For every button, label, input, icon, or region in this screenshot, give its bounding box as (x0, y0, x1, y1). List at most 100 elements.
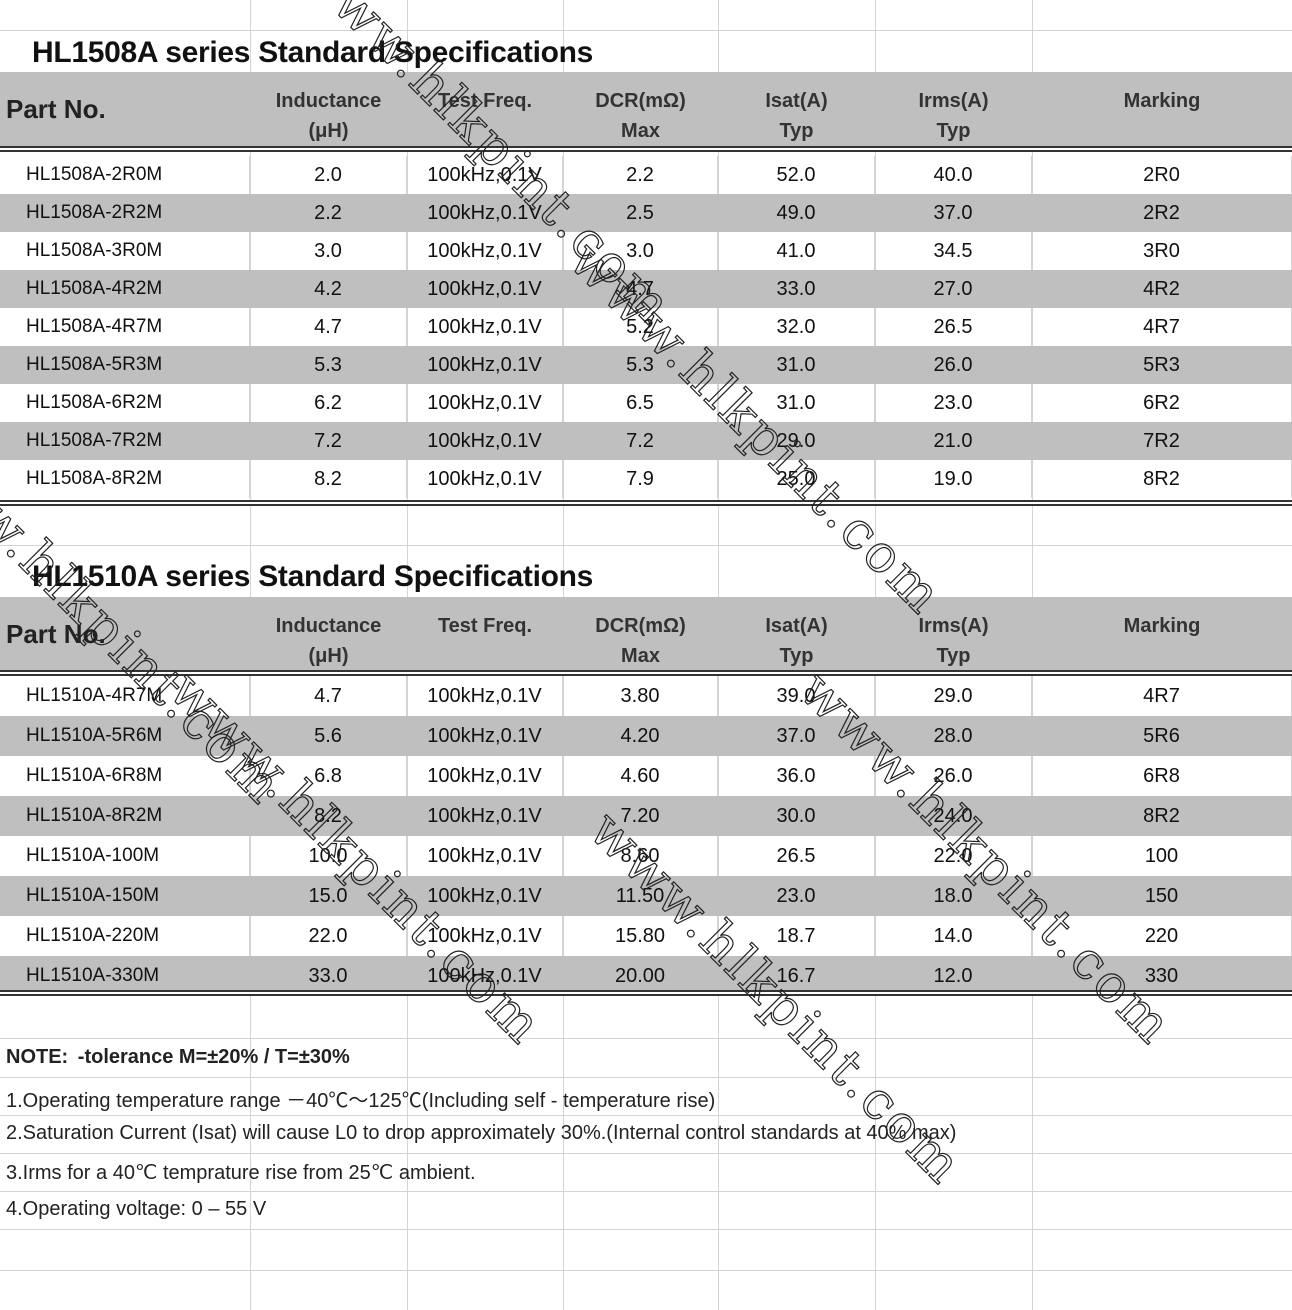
cell-part-no: HL1510A-220M (0, 916, 250, 956)
cell-isat: 37.0 (718, 716, 875, 756)
cell-dcr: 7.2 (563, 422, 718, 460)
cell-irms: 29.0 (875, 676, 1032, 716)
column-header-line: Typ (936, 120, 971, 142)
cell-part-no: HL1508A-4R2M (0, 270, 250, 308)
cell-inductance: 2.0 (250, 156, 407, 194)
cell-part-no: HL1508A-5R3M (0, 346, 250, 384)
cell-test-freq: 100kHz,0.1V (407, 346, 563, 384)
cell-test-freq: 100kHz,0.1V (407, 384, 563, 422)
column-header-line: Test Freq. (437, 615, 533, 637)
cell-dcr: 6.5 (563, 384, 718, 422)
cell-dcr: 5.3 (563, 346, 718, 384)
cell-marking: 5R3 (1032, 346, 1292, 384)
cell-test-freq: 100kHz,0.1V (407, 422, 563, 460)
table-row: HL1508A-2R2M 2.2 100kHz,0.1V 2.5 49.0 37.0 2R2 (0, 194, 1292, 232)
column-header-line: (μH) (308, 120, 349, 142)
table-row: HL1508A-4R2M 4.2 100kHz,0.1V 4.7 33.0 27.0 4R2 (0, 270, 1292, 308)
grid-row-line (0, 1270, 1292, 1271)
cell-test-freq: 100kHz,0.1V (407, 308, 563, 346)
grid-row-line (0, 1153, 1292, 1154)
cell-inductance: 4.7 (250, 676, 407, 716)
column-header-line: Isat(A) (765, 90, 828, 112)
cell-dcr: 11.50 (563, 876, 718, 916)
cell-marking: 2R2 (1032, 194, 1292, 232)
column-header-line: Typ (779, 120, 814, 142)
column-header: Marking (1032, 72, 1292, 146)
cell-inductance: 5.6 (250, 716, 407, 756)
column-header: Isat(A) Typ (718, 72, 875, 146)
cell-inductance: 2.2 (250, 194, 407, 232)
table-row: HL1510A-8R2M 8.2 100kHz,0.1V 7.20 30.0 24.0 8R… (0, 796, 1292, 836)
column-header: Irms(A) Typ (875, 597, 1032, 671)
cell-part-no: HL1510A-330M (0, 956, 250, 996)
table-row: HL1508A-3R0M 3.0 100kHz,0.1V 3.0 41.0 34.5 3R0 (0, 232, 1292, 270)
cell-part-no: HL1510A-6R8M (0, 756, 250, 796)
cell-inductance: 7.2 (250, 422, 407, 460)
table-row: HL1510A-6R8M 6.8 100kHz,0.1V 4.60 36.0 26.0 6R… (0, 756, 1292, 796)
cell-marking: 4R2 (1032, 270, 1292, 308)
cell-irms: 37.0 (875, 194, 1032, 232)
cell-marking: 220 (1032, 916, 1292, 956)
cell-marking: 6R2 (1032, 384, 1292, 422)
cell-dcr: 2.5 (563, 194, 718, 232)
column-header-line: DCR(mΩ) (595, 90, 686, 112)
table-row: HL1508A-2R0M 2.0 100kHz,0.1V 2.2 52.0 40.0 2R0 (0, 156, 1292, 194)
column-header: Marking (1032, 597, 1292, 671)
cell-marking: 4R7 (1032, 676, 1292, 716)
column-header-line: Irms(A) (918, 90, 989, 112)
grid-row-line (0, 1115, 1292, 1116)
cell-part-no: HL1508A-2R0M (0, 156, 250, 194)
cell-isat: 39.0 (718, 676, 875, 716)
cell-inductance: 6.8 (250, 756, 407, 796)
column-header: Inductance (μH) (250, 72, 407, 146)
cell-marking: 150 (1032, 876, 1292, 916)
cell-test-freq: 100kHz,0.1V (407, 716, 563, 756)
cell-irms: 28.0 (875, 716, 1032, 756)
cell-part-no: HL1508A-8R2M (0, 460, 250, 498)
cell-inductance: 15.0 (250, 876, 407, 916)
cell-inductance: 8.2 (250, 460, 407, 498)
cell-part-no: HL1508A-2R2M (0, 194, 250, 232)
cell-irms: 27.0 (875, 270, 1032, 308)
cell-part-no: HL1508A-3R0M (0, 232, 250, 270)
cell-irms: 26.5 (875, 308, 1032, 346)
cell-dcr: 3.0 (563, 232, 718, 270)
cell-part-no: HL1508A-4R7M (0, 308, 250, 346)
cell-isat: 41.0 (718, 232, 875, 270)
cell-test-freq: 100kHz,0.1V (407, 270, 563, 308)
column-header-line: Marking (1123, 615, 1201, 637)
cell-dcr: 4.20 (563, 716, 718, 756)
cell-isat: 25.0 (718, 460, 875, 498)
column-header: Test Freq. (407, 72, 563, 146)
cell-marking: 6R8 (1032, 756, 1292, 796)
cell-isat: 49.0 (718, 194, 875, 232)
cell-isat: 31.0 (718, 346, 875, 384)
cell-isat: 16.7 (718, 956, 875, 996)
table-row: HL1510A-220M 22.0 100kHz,0.1V 15.80 18.7 14.0… (0, 916, 1292, 956)
cell-irms: 12.0 (875, 956, 1032, 996)
cell-inductance: 5.3 (250, 346, 407, 384)
cell-irms: 14.0 (875, 916, 1032, 956)
cell-test-freq: 100kHz,0.1V (407, 956, 563, 996)
column-header: Part No. (0, 72, 250, 146)
table-row: HL1508A-7R2M 7.2 100kHz,0.1V 7.2 29.0 21.0 7R2 (0, 422, 1292, 460)
cell-irms: 40.0 (875, 156, 1032, 194)
cell-isat: 33.0 (718, 270, 875, 308)
table-header: Part No. Inductance (μH) Test Freq. DCR(mΩ) M… (0, 72, 1292, 146)
column-header: DCR(mΩ) Max (563, 72, 718, 146)
cell-test-freq: 100kHz,0.1V (407, 156, 563, 194)
cell-test-freq: 100kHz,0.1V (407, 194, 563, 232)
cell-part-no: HL1510A-100M (0, 836, 250, 876)
cell-irms: 18.0 (875, 876, 1032, 916)
note-item: 3.Irms for a 40℃ temprature rise from 25… (6, 1162, 476, 1184)
table-row: HL1510A-5R6M 5.6 100kHz,0.1V 4.20 37.0 28.0 5R… (0, 716, 1292, 756)
cell-dcr: 3.80 (563, 676, 718, 716)
cell-isat: 32.0 (718, 308, 875, 346)
cell-test-freq: 100kHz,0.1V (407, 756, 563, 796)
column-header: Isat(A) Typ (718, 597, 875, 671)
cell-part-no: HL1508A-6R2M (0, 384, 250, 422)
grid-row-line (0, 1038, 1292, 1039)
note-item: 1.Operating temperature range －40℃～125℃(… (6, 1090, 716, 1112)
cell-marking: 3R0 (1032, 232, 1292, 270)
cell-part-no: HL1510A-5R6M (0, 716, 250, 756)
